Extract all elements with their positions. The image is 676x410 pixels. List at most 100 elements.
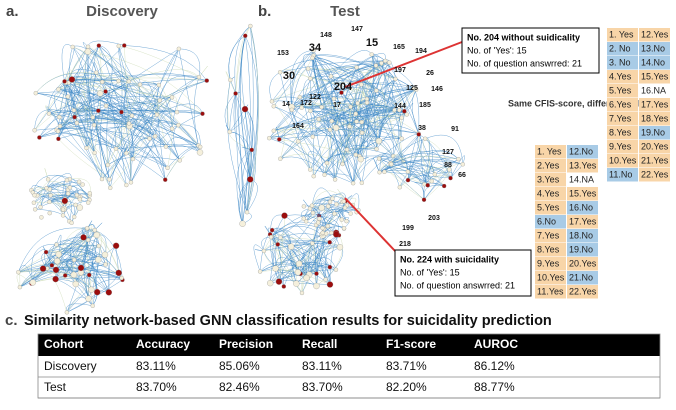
node (73, 115, 77, 119)
table-cell: 83.70% (136, 380, 177, 394)
node (114, 147, 118, 151)
node (406, 178, 410, 182)
node (228, 78, 232, 82)
node (104, 104, 108, 108)
node-label: 203 (428, 215, 440, 222)
table-header: Cohort (44, 337, 83, 351)
node (400, 116, 404, 120)
node (50, 263, 54, 267)
answer-text: 16.No (569, 202, 593, 212)
node (328, 200, 332, 204)
node (78, 197, 82, 201)
node (94, 232, 100, 238)
node-label: 14 (282, 101, 290, 108)
node (148, 137, 152, 141)
edge (338, 189, 346, 201)
node (302, 217, 306, 221)
node (106, 163, 110, 167)
node-label: 144 (394, 103, 406, 110)
node (315, 272, 319, 276)
node (77, 205, 83, 211)
node (387, 61, 391, 65)
node (117, 44, 121, 48)
node (56, 129, 60, 133)
node (113, 243, 119, 249)
table-cell: 83.11% (136, 359, 176, 373)
answer-text: 6.No (537, 216, 556, 226)
node (334, 268, 338, 272)
table-header: Precision (219, 337, 273, 351)
node (247, 176, 253, 182)
node (258, 270, 262, 274)
node (243, 34, 247, 38)
edge (194, 77, 200, 152)
node (330, 197, 334, 201)
node-label: 197 (394, 67, 406, 74)
node (319, 205, 325, 211)
answer-text: 7.Yes (537, 230, 560, 240)
node (370, 52, 374, 56)
node (178, 158, 182, 162)
node-label: 185 (419, 102, 431, 109)
node (91, 304, 95, 308)
node (58, 124, 62, 128)
node (108, 186, 112, 190)
node (61, 208, 65, 212)
node (116, 270, 122, 276)
node (158, 98, 162, 102)
node-label: 194 (415, 48, 427, 55)
node (78, 265, 84, 271)
node (100, 177, 104, 181)
node (33, 207, 37, 211)
node-label: 147 (351, 26, 363, 33)
answer-text: 10.Yes (537, 272, 565, 282)
node (360, 131, 364, 135)
panel-letter: a. (6, 3, 19, 20)
table-header-bg (38, 334, 660, 356)
node (104, 90, 108, 94)
node (278, 70, 282, 74)
panel-title: Test (330, 3, 360, 20)
node (320, 226, 324, 230)
node (69, 76, 75, 82)
answer-text: 21.Yes (641, 155, 669, 165)
node (177, 47, 181, 51)
node (354, 112, 358, 116)
node (282, 284, 286, 288)
node-label: 165 (393, 44, 405, 51)
node (354, 153, 358, 157)
node (312, 174, 316, 178)
node (267, 280, 273, 286)
answer-text: 22.Yes (641, 169, 669, 179)
node (164, 145, 168, 149)
node (382, 170, 386, 174)
node (290, 108, 294, 112)
node (93, 151, 97, 155)
node (343, 206, 347, 210)
node (54, 258, 60, 264)
node (359, 83, 363, 87)
node (245, 210, 249, 214)
edge (179, 49, 200, 77)
node-label: 26 (426, 70, 434, 77)
answer-text: 15.Yes (641, 71, 669, 81)
node-label: 125 (406, 85, 418, 92)
node (270, 99, 274, 103)
node (333, 231, 339, 237)
node (47, 200, 51, 204)
node (341, 162, 345, 166)
answer-text: 4.Yes (537, 188, 560, 198)
node-label: 146 (431, 86, 443, 93)
node (316, 221, 320, 225)
node (379, 61, 383, 65)
node (311, 135, 315, 139)
node (39, 205, 43, 209)
node (324, 232, 328, 236)
callout-text: No. of 'Yes': 15 (400, 267, 460, 277)
node (296, 261, 302, 267)
node (349, 105, 353, 109)
callout-title: No. 224 with suicidality (400, 254, 499, 264)
node (127, 121, 131, 125)
node (163, 178, 167, 182)
node (278, 157, 282, 161)
